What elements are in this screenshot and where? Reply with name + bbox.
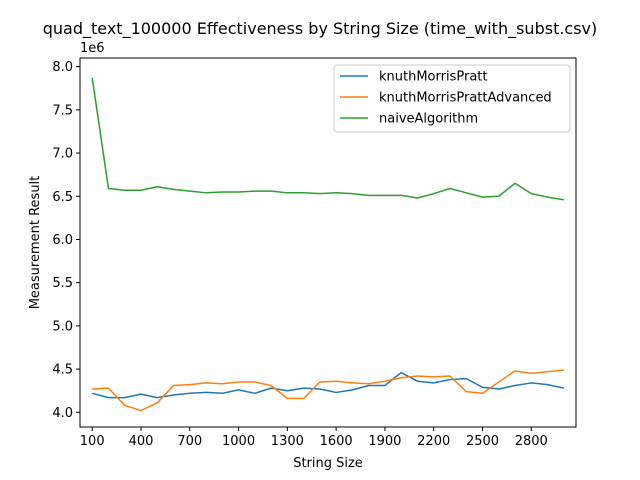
y-tick-label: 8.0	[52, 60, 73, 75]
x-axis-label: String Size	[293, 456, 363, 471]
legend-entries: knuthMorrisPratt knuthMorrisPrattAdvanced…	[340, 70, 552, 127]
legend-label-knuthMorrisPrattAdvanced: knuthMorrisPrattAdvanced	[379, 91, 552, 106]
y-tick-label: 7.0	[52, 147, 73, 162]
x-tick-label: 1600	[320, 434, 353, 449]
legend: knuthMorrisPratt knuthMorrisPrattAdvanced…	[333, 64, 571, 133]
y-axis-offset-label: 1e6	[80, 41, 105, 56]
y-tick-label: 4.5	[52, 363, 73, 378]
y-tick-label: 5.0	[52, 319, 73, 334]
y-tick-label: 6.5	[52, 190, 73, 205]
axis-ticks: 100 400 700 1000 1300 1600 1900 2200 2500 2800 4.0…	[52, 60, 548, 449]
x-tick-label: 2800	[515, 434, 548, 449]
y-tick-label: 4.0	[52, 406, 73, 421]
x-tick-label: 1900	[368, 434, 401, 449]
plot-series	[91, 77, 564, 412]
legend-label-knuthMorrisPratt: knuthMorrisPratt	[379, 70, 487, 85]
x-tick-label: 100	[80, 434, 105, 449]
series-line-knuthMorrisPratt	[92, 371, 564, 399]
y-tick-label: 7.5	[52, 103, 73, 118]
x-tick-label: 2500	[466, 434, 499, 449]
plot-area-frame	[79, 57, 577, 428]
y-axis-label: Measurement Result	[28, 176, 43, 310]
y-tick-label: 5.5	[52, 276, 73, 291]
chart-title: quad_text_100000 Effectiveness by String…	[43, 19, 598, 39]
x-tick-label: 1300	[271, 434, 304, 449]
legend-box	[333, 64, 571, 133]
series-line-knuthMorrisPrattAdvanced	[92, 369, 564, 412]
x-tick-label: 1000	[222, 434, 255, 449]
x-tick-label: 700	[177, 434, 202, 449]
series-line-naiveAlgorithm	[91, 77, 564, 201]
y-tick-label: 6.0	[52, 233, 73, 248]
x-tick-label: 2200	[417, 434, 450, 449]
x-tick-label: 400	[129, 434, 154, 449]
legend-label-naiveAlgorithm: naiveAlgorithm	[379, 112, 478, 127]
